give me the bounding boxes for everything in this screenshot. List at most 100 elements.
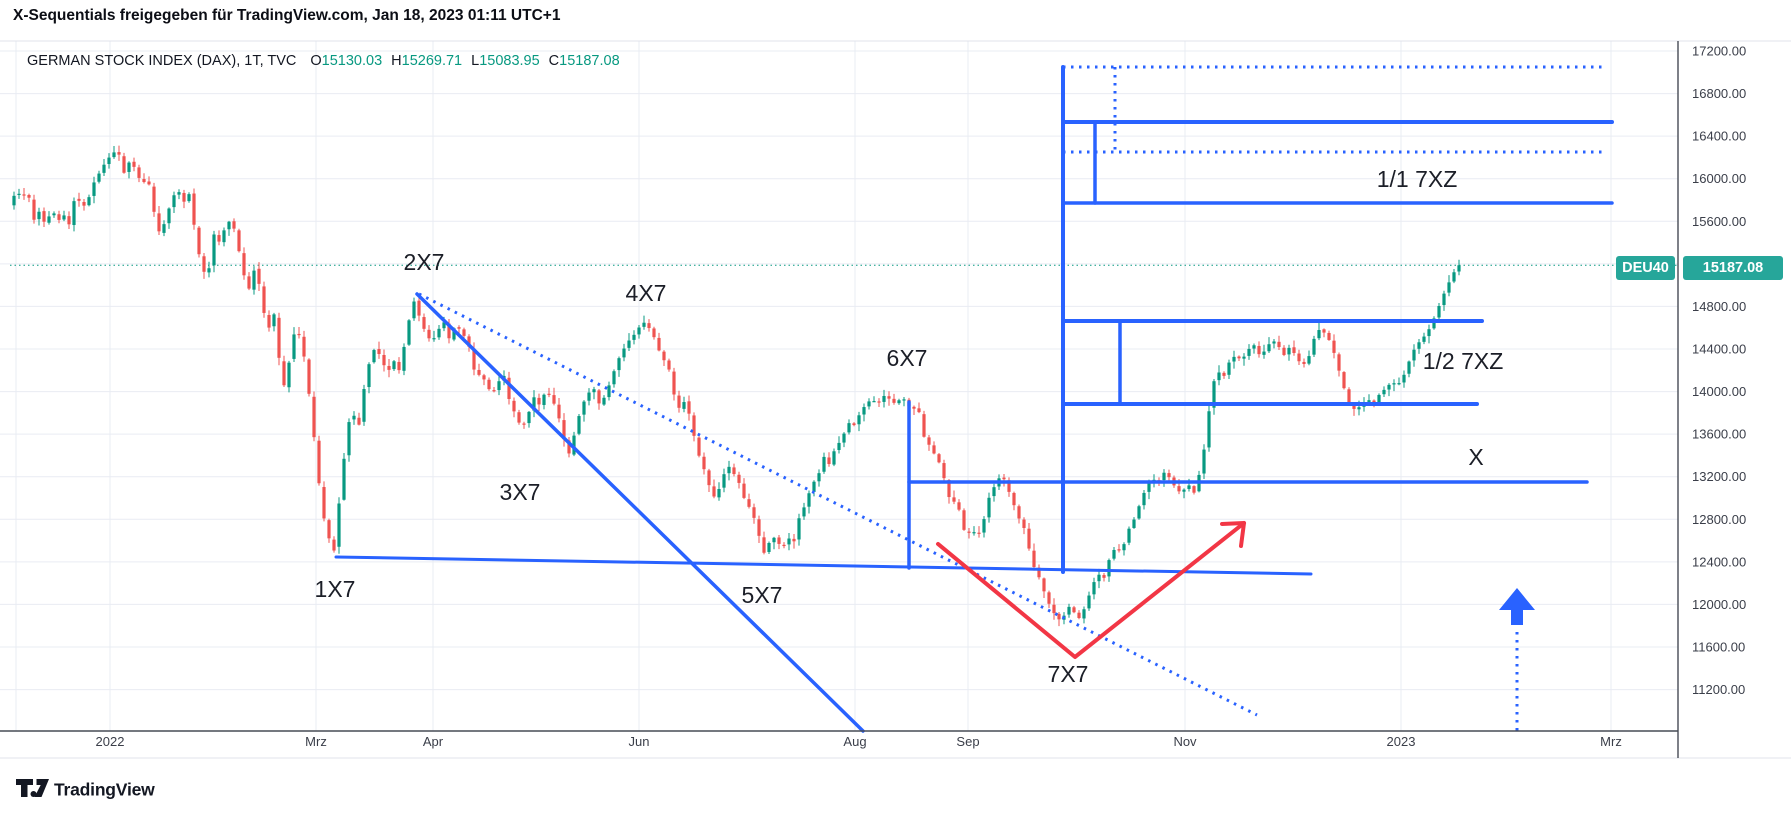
candle-body	[812, 481, 816, 492]
candle-body	[1247, 348, 1251, 356]
candle-body	[957, 502, 961, 510]
candle	[187, 192, 191, 203]
candle	[512, 397, 516, 418]
candle-body	[217, 235, 221, 242]
annotation-label-7X7[interactable]: 7X7	[1048, 661, 1089, 687]
candle-body	[1107, 560, 1111, 577]
candle-body	[902, 399, 906, 401]
candle	[242, 247, 246, 280]
annotation-label-6X7[interactable]: 6X7	[887, 345, 928, 371]
candle-body	[787, 538, 791, 545]
annotation-label-3X7[interactable]: 3X7	[500, 479, 541, 505]
annotation-label-X[interactable]: X	[1468, 444, 1483, 470]
candle	[127, 161, 131, 179]
candle	[1082, 606, 1086, 624]
candle-body	[817, 473, 821, 482]
candle	[1297, 349, 1301, 365]
price-tick-label: 12400.00	[1692, 554, 1746, 569]
candle	[992, 483, 996, 502]
candle	[322, 481, 326, 522]
annotation-label-1-1-7XZ[interactable]: 1/1 7XZ	[1377, 166, 1458, 192]
drawing-trendline-2x7[interactable]	[415, 292, 865, 733]
candle-body	[927, 437, 931, 445]
candle-body	[437, 328, 441, 338]
candle	[407, 319, 411, 346]
candle	[772, 536, 776, 550]
symbol-description[interactable]: GERMAN STOCK INDEX (DAX), 1T, TVC	[27, 53, 297, 69]
drawings-layer[interactable]: 2X7 4X7 3X7 1X7 5X7 6X7 7X7 1/1 7XZ 1/2 7XZ X	[315, 64, 1614, 733]
candle-body	[567, 440, 571, 454]
candle	[842, 432, 846, 448]
candle-body	[172, 195, 176, 208]
candle	[697, 436, 701, 458]
candle-body	[467, 336, 471, 347]
blue-up-arrow[interactable]	[1499, 588, 1535, 625]
candle	[892, 393, 896, 405]
candle-body	[372, 350, 376, 363]
candle	[957, 499, 961, 512]
candle-body	[697, 437, 701, 456]
candle	[202, 252, 206, 279]
candle-body	[107, 157, 111, 164]
candle-body	[967, 531, 971, 533]
candle	[802, 502, 806, 520]
candle	[277, 312, 281, 366]
ohlc-values: O15130.03 H15269.71 L15083.95 C15187.08	[310, 53, 628, 69]
tradingview-logo[interactable]: TradingView	[16, 776, 276, 806]
annotation-label-1-2-7XZ[interactable]: 1/2 7XZ	[1423, 348, 1504, 374]
candles-layer	[12, 145, 1461, 627]
candle	[587, 388, 591, 406]
candle	[1397, 377, 1401, 386]
symbol-legend[interactable]: GERMAN STOCK INDEX (DAX), 1T, TVC O15130.…	[27, 53, 629, 69]
candle	[1077, 610, 1081, 620]
price-axis[interactable]: 17200.00 16800.00 16400.00 16000.00 15600.00…	[1692, 44, 1746, 698]
red-arrowhead[interactable]	[1220, 521, 1246, 548]
time-axis[interactable]: 2022 Mrz Apr Jun Aug Sep Nov 2023 Mrz	[96, 734, 1622, 749]
candle-body	[842, 433, 846, 443]
candle	[1382, 386, 1386, 397]
candle	[832, 448, 836, 467]
candle	[1452, 268, 1456, 284]
candle	[1052, 598, 1056, 620]
candle	[687, 395, 691, 421]
candle-body	[1357, 407, 1361, 410]
candle	[1022, 517, 1026, 535]
candle-body	[1407, 361, 1411, 374]
candle-body	[1117, 549, 1121, 551]
candle	[1252, 343, 1256, 354]
candle	[667, 358, 671, 372]
candle-body	[202, 256, 206, 272]
candle-body	[937, 454, 941, 463]
candle-body	[72, 201, 76, 226]
drawing-red-v-arrow[interactable]	[936, 521, 1246, 660]
ohlc-value: 15083.95	[479, 53, 540, 69]
price-tick-label: 16400.00	[1692, 129, 1746, 144]
annotation-label-1X7[interactable]: 1X7	[315, 576, 356, 602]
candle	[122, 152, 126, 174]
candle	[152, 182, 156, 217]
annotation-label-2X7[interactable]: 2X7	[404, 249, 445, 275]
candle	[72, 197, 76, 232]
candle	[692, 412, 696, 442]
candle	[572, 431, 576, 457]
candle-body	[287, 362, 291, 388]
candle-body	[1347, 389, 1351, 403]
candle-body	[322, 487, 326, 519]
annotation-label-5X7[interactable]: 5X7	[742, 582, 783, 608]
candle	[1212, 378, 1216, 415]
candle	[52, 211, 56, 218]
candle-body	[1052, 604, 1056, 614]
drawing-dotted-trendline-dotted[interactable]	[418, 292, 1258, 717]
candle-body	[1207, 411, 1211, 448]
candle	[1012, 491, 1016, 511]
annotation-label-4X7[interactable]: 4X7	[626, 280, 667, 306]
candle-body	[222, 230, 226, 243]
candle-body	[242, 253, 246, 276]
candle-body	[1417, 342, 1421, 349]
candle	[727, 460, 731, 481]
candle	[902, 397, 906, 407]
drawing-baseline-1x7[interactable]	[334, 555, 1313, 576]
candle-body	[1097, 574, 1101, 582]
candle-body	[1422, 336, 1426, 342]
